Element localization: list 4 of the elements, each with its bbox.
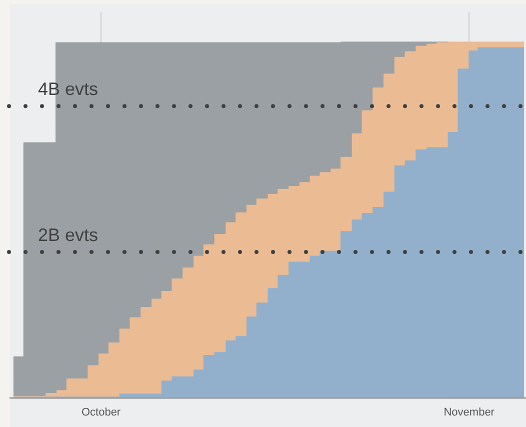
ref-line-label: 2B evts xyxy=(38,224,98,245)
x-tick-label: November xyxy=(444,406,495,418)
x-tick-label: October xyxy=(81,406,121,418)
ref-line-label: 4B evts xyxy=(38,79,98,100)
